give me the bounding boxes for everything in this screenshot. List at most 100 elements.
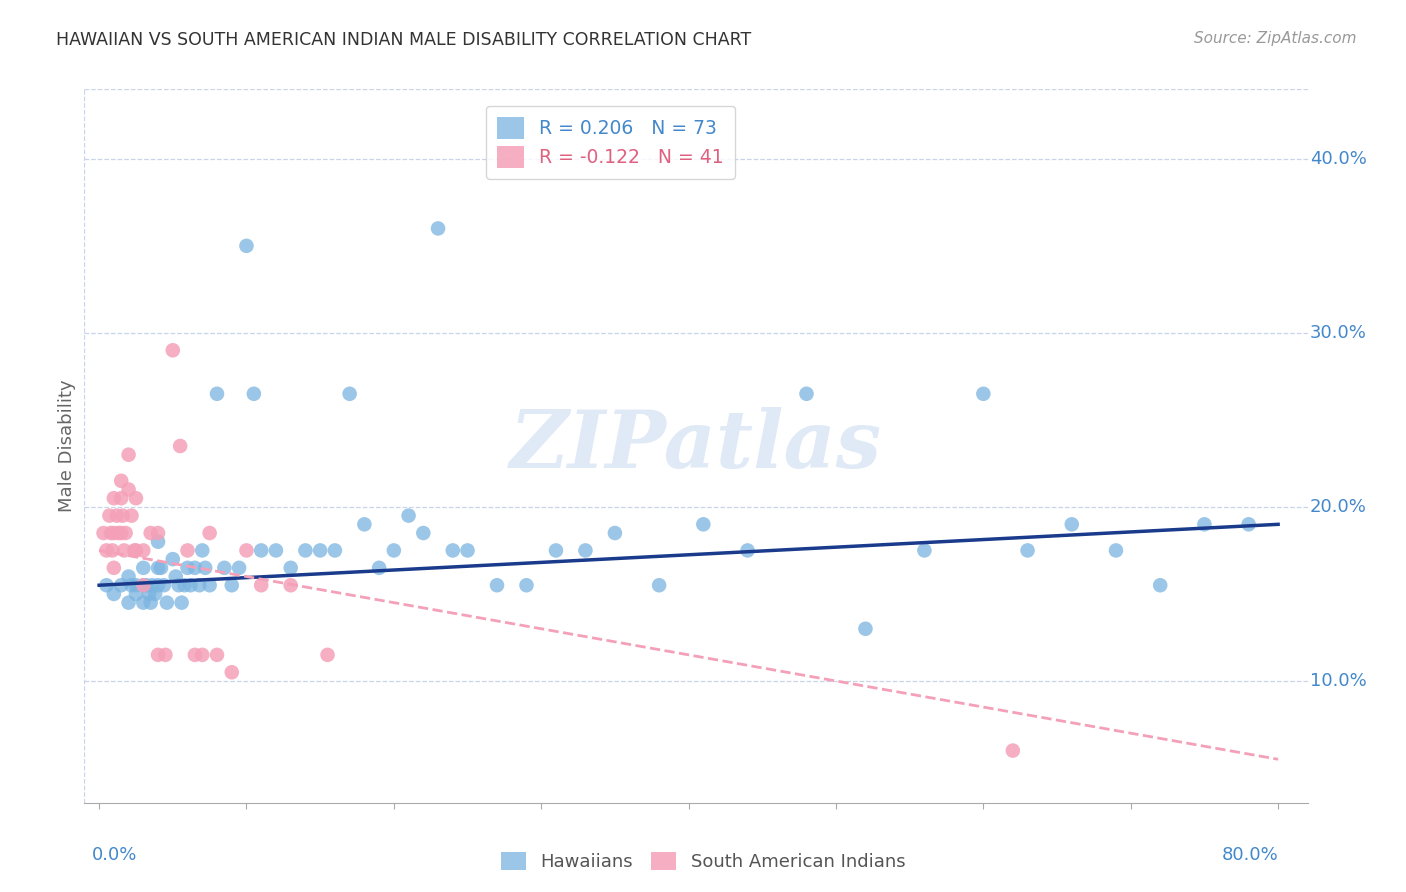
Text: 20.0%: 20.0% xyxy=(1310,498,1367,516)
Point xyxy=(135,578,157,592)
Point xyxy=(139,526,162,541)
Point xyxy=(796,386,818,401)
Point xyxy=(1105,543,1128,558)
Point xyxy=(1194,517,1216,532)
Point xyxy=(972,386,994,401)
Point xyxy=(176,561,198,575)
Point xyxy=(264,543,287,558)
Point xyxy=(121,508,143,523)
Point xyxy=(117,569,139,583)
Point xyxy=(191,543,214,558)
Point xyxy=(111,508,134,523)
Point xyxy=(162,552,184,566)
Point xyxy=(855,622,877,636)
Point xyxy=(125,543,148,558)
Point xyxy=(146,648,169,662)
Point xyxy=(101,543,124,558)
Point xyxy=(125,587,148,601)
Point xyxy=(93,526,115,541)
Point xyxy=(1017,543,1039,558)
Point xyxy=(280,578,302,592)
Legend: Hawaiians, South American Indians: Hawaiians, South American Indians xyxy=(494,845,912,879)
Point xyxy=(184,561,207,575)
Point xyxy=(205,386,228,401)
Point xyxy=(179,578,201,592)
Point xyxy=(194,561,217,575)
Point xyxy=(155,648,177,662)
Point xyxy=(139,596,162,610)
Point xyxy=(250,578,273,592)
Y-axis label: Male Disability: Male Disability xyxy=(58,380,76,512)
Text: 10.0%: 10.0% xyxy=(1310,672,1367,690)
Point xyxy=(368,561,391,575)
Point xyxy=(169,439,191,453)
Point xyxy=(96,578,118,592)
Point xyxy=(1149,578,1171,592)
Point xyxy=(221,578,243,592)
Point xyxy=(165,569,187,583)
Point xyxy=(153,578,176,592)
Point xyxy=(117,448,139,462)
Point xyxy=(173,578,195,592)
Point xyxy=(96,543,118,558)
Point xyxy=(648,578,671,592)
Text: 30.0%: 30.0% xyxy=(1310,324,1367,342)
Point xyxy=(114,526,136,541)
Point xyxy=(339,386,361,401)
Point xyxy=(485,578,508,592)
Point xyxy=(692,517,714,532)
Point xyxy=(316,648,339,662)
Point xyxy=(184,648,207,662)
Point xyxy=(124,543,146,558)
Point xyxy=(132,596,155,610)
Point xyxy=(188,578,211,592)
Point xyxy=(250,543,273,558)
Point xyxy=(112,543,135,558)
Point xyxy=(138,587,160,601)
Point xyxy=(228,561,250,575)
Point xyxy=(1001,743,1024,757)
Point xyxy=(294,543,316,558)
Point xyxy=(150,561,173,575)
Point xyxy=(162,343,184,358)
Point xyxy=(98,508,121,523)
Point xyxy=(132,561,155,575)
Point xyxy=(457,543,479,558)
Point xyxy=(737,543,759,558)
Point xyxy=(117,596,139,610)
Legend: R = 0.206   N = 73, R = -0.122   N = 41: R = 0.206 N = 73, R = -0.122 N = 41 xyxy=(486,106,734,179)
Point xyxy=(103,561,125,575)
Point xyxy=(1237,517,1260,532)
Point xyxy=(103,526,125,541)
Point xyxy=(125,491,148,506)
Point xyxy=(143,587,166,601)
Point xyxy=(132,578,155,592)
Point xyxy=(105,508,128,523)
Point xyxy=(132,578,155,592)
Point xyxy=(103,491,125,506)
Point xyxy=(323,543,346,558)
Point xyxy=(141,578,163,592)
Point xyxy=(117,483,139,497)
Point xyxy=(103,587,125,601)
Point xyxy=(574,543,596,558)
Point xyxy=(125,578,148,592)
Point xyxy=(353,517,375,532)
Point xyxy=(170,596,193,610)
Text: ZIPatlas: ZIPatlas xyxy=(510,408,882,484)
Point xyxy=(398,508,420,523)
Point xyxy=(441,543,464,558)
Text: 80.0%: 80.0% xyxy=(1222,846,1278,863)
Point xyxy=(427,221,450,235)
Point xyxy=(110,526,132,541)
Point xyxy=(110,491,132,506)
Point xyxy=(243,386,266,401)
Point xyxy=(198,578,221,592)
Point xyxy=(167,578,190,592)
Point xyxy=(1060,517,1083,532)
Point xyxy=(235,543,257,558)
Point xyxy=(205,648,228,662)
Point xyxy=(412,526,434,541)
Point xyxy=(214,561,236,575)
Point xyxy=(280,561,302,575)
